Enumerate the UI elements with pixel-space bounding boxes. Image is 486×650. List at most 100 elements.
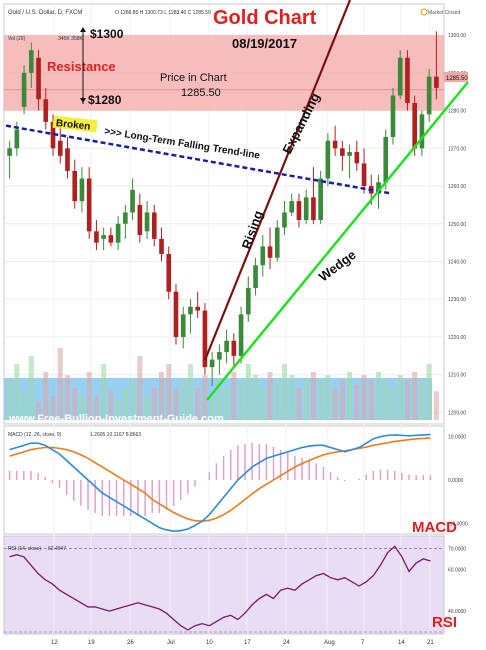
volume-bar [318,380,324,420]
last-price-badge [444,72,468,82]
x-tick-label: 24 [283,640,290,646]
candle-body [144,212,150,232]
candle-body [390,95,396,137]
candle-body [217,352,222,360]
volume-bar [216,380,222,420]
y-tick-label: 1210.00 [448,373,466,379]
candle-body [7,148,12,156]
x-tick-label: Aug [324,640,335,646]
macd-label: MACD [412,519,457,536]
volume-bar [158,372,165,420]
candle-body [79,178,85,202]
volume-bar [332,388,338,420]
volume-bar [238,380,244,420]
x-tick-label: 7 [361,640,365,646]
volume-bar [390,388,396,420]
candle-body [238,314,244,356]
candle-body [303,197,309,220]
candle-body [166,253,172,292]
candle-body [361,163,367,187]
rsi-label: RSI [432,614,457,631]
candle-body [253,265,258,288]
volume-values: 345K 358K [58,36,83,42]
candle-body [332,140,338,149]
candle-body [325,140,331,179]
volume-bar [72,388,78,420]
volume-bar [144,396,150,420]
candle-body [209,359,215,368]
volume-bar [122,388,128,420]
volume-bar [354,384,360,420]
candle-body [21,72,27,107]
level-1300-label: $1300 [90,27,124,41]
x-tick-label: 26 [127,640,134,646]
volume-bar [166,364,172,420]
x-tick-label: 21 [427,640,434,646]
volume-bar [397,375,403,420]
candle-body [159,238,164,254]
wedge-line [206,81,469,401]
broken-highlight [52,115,98,133]
expanding-line [203,0,352,361]
volume-bar [195,388,201,420]
macd-line [9,433,431,532]
candle-body [383,136,389,183]
y-tick-label: 1200.00 [448,410,466,416]
volume-bar [281,364,288,420]
candle-body [137,204,143,236]
volume-bar [79,396,85,420]
volume-bar [57,348,63,420]
candle-body [224,340,229,353]
rsi-line [9,545,431,631]
candle-body [376,182,381,194]
candle-body [405,57,410,104]
volume-bar [289,375,295,420]
candle-body [202,310,208,368]
broken-label: Broken [55,118,90,133]
volume-label: Vol (20) [8,36,26,42]
volume-bar [36,400,42,420]
candle-body [260,246,266,266]
rsi-tick-label: 70.0000 [448,546,466,552]
volume-bar [173,388,179,420]
volume-bar [325,375,331,420]
candle-body [72,170,78,202]
volume-bar [231,372,237,420]
rsi-header-value: 62.4947 [48,546,66,552]
macd-header-values: 1.2605 10.1167 8.8663 [90,432,141,438]
candle-body [188,306,193,315]
resistance-zone [4,35,444,111]
candle-body [94,231,99,243]
candle-body [434,76,439,88]
volume-bar [433,391,439,420]
price-panel [3,3,445,425]
arrow-down-icon [80,98,86,103]
volume-bar [64,375,71,420]
candle-body [311,197,316,220]
candle-body [419,114,425,149]
y-tick-label: 1250.00 [448,222,466,228]
candle-body [14,129,20,149]
last-price-value: 1285.50 [446,76,468,82]
volume-bar [260,388,266,420]
y-tick-label: 1230.00 [448,297,466,303]
candle-body [340,148,345,156]
candle-body [267,246,273,258]
volume-bar [43,372,49,420]
candle-body [318,178,323,220]
macd-tick-label: 10.0000 [448,435,466,441]
y-tick-label: 1300.00 [448,33,466,39]
candle-body [173,291,179,337]
volume-bar [339,380,345,420]
volume-bar [21,391,27,420]
candle-body [29,50,34,73]
y-tick-label: 1260.00 [448,184,466,190]
macd-signal-line [9,437,431,522]
chart-date: 08/19/2017 [232,36,297,51]
watermark: www.Free-Bullion-Investment-Guide.com [8,413,224,425]
resistance-label: Resistance [47,59,116,74]
volume-bar [361,375,367,420]
volume-bar [202,375,208,420]
x-tick-label: 12 [51,640,58,646]
